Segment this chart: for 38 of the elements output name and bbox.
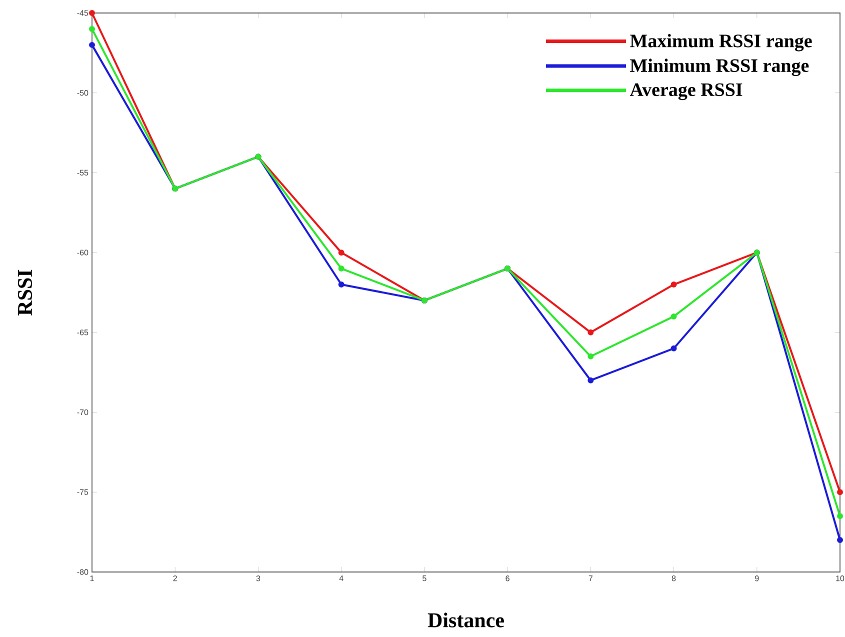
x-tick-label: 3	[256, 576, 260, 582]
legend-label: Average RSSI	[630, 83, 742, 100]
point	[89, 10, 95, 16]
y-tick-label: -70	[77, 409, 88, 416]
point	[837, 489, 844, 496]
x-axis-title: Distance	[428, 612, 504, 628]
x-tick-label: 7	[588, 576, 592, 582]
point	[338, 250, 344, 256]
x-tick-label: 4	[339, 576, 344, 582]
y-tick-label: -65	[77, 330, 88, 336]
x-tick-label: 2	[173, 576, 177, 582]
x-tick-label: 6	[506, 576, 510, 582]
y-axis-title: RSSI	[18, 270, 32, 316]
x-tick-label: 9	[755, 576, 759, 582]
point	[670, 282, 677, 288]
point	[588, 353, 594, 360]
y-tick-label: -60	[77, 250, 88, 256]
point	[89, 26, 95, 32]
x-tick-label: 1	[90, 576, 94, 582]
y-tick-label: -45	[77, 10, 88, 16]
point	[588, 377, 594, 384]
legend-label: Minimum RSSI range	[630, 58, 809, 76]
y-tick-label: -80	[77, 569, 88, 575]
point	[670, 313, 677, 320]
point	[670, 345, 677, 352]
legend-label: Maximum RSSI range	[630, 34, 812, 52]
point	[338, 266, 344, 272]
x-tick-label: 5	[422, 576, 426, 582]
point	[588, 329, 594, 336]
x-tick-label: 8	[672, 576, 676, 582]
y-tick-label: -50	[77, 90, 88, 96]
y-tick-label: -55	[77, 170, 88, 176]
x-tick-label: 10	[836, 576, 844, 582]
point	[837, 513, 844, 520]
y-tick-label: -75	[77, 489, 88, 495]
point	[338, 282, 344, 288]
point	[89, 42, 95, 48]
point	[837, 537, 844, 544]
